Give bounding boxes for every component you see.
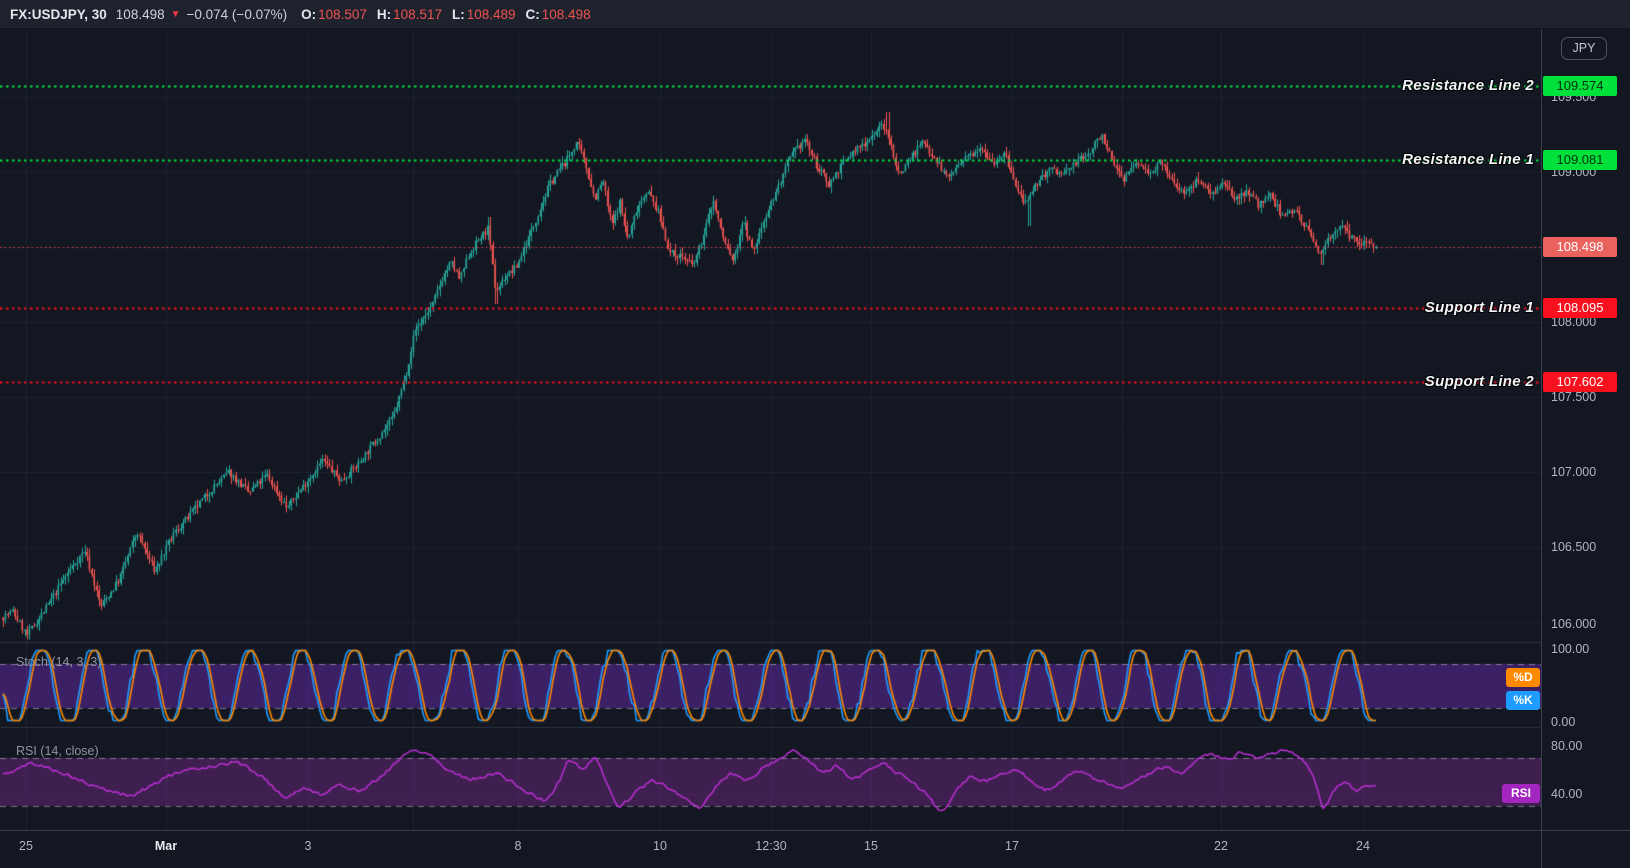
close-label: C: — [525, 6, 540, 22]
currency-unit-button[interactable]: JPY — [1561, 37, 1607, 60]
time-axis-label: 24 — [1356, 839, 1370, 853]
axis-tick: 107.000 — [1551, 465, 1597, 479]
level-price-chip[interactable]: 107.602 — [1543, 372, 1617, 392]
open-value: 108.507 — [318, 6, 367, 22]
high-label: H: — [376, 6, 392, 22]
time-axis-label: Mar — [154, 839, 178, 853]
axis-tick: 106.000 — [1551, 617, 1597, 631]
time-axis-label: 22 — [1214, 839, 1228, 853]
high-value: 108.517 — [393, 6, 442, 22]
chart-canvas[interactable] — [0, 29, 1541, 830]
axis-tick: 100.00 — [1551, 642, 1590, 656]
time-axis-border — [0, 830, 1630, 831]
level-price-chip[interactable]: 109.081 — [1543, 150, 1617, 170]
symbol-info-bar: FX:USDJPY, 30 108.498 ▼ −0.074 (−0.07%) … — [0, 0, 1630, 29]
rsi-pane-title[interactable]: RSI (14, close) — [16, 744, 99, 758]
price-change: −0.074 (−0.07%) — [186, 6, 288, 22]
level-line-label[interactable]: Resistance Line 2 — [1402, 77, 1534, 94]
time-axis-label: 15 — [864, 839, 878, 853]
low-value: 108.489 — [466, 6, 516, 22]
symbol-title[interactable]: FX:USDJPY, 30 — [10, 6, 107, 22]
rsi-chip: RSI — [1502, 784, 1540, 803]
close-value: 108.498 — [541, 6, 591, 22]
open-label: O: — [301, 6, 317, 22]
stoch-k-chip: %K — [1506, 691, 1540, 710]
low-label: L: — [451, 6, 465, 22]
down-triangle-icon: ▼ — [170, 8, 181, 20]
last-price-chip: 108.498 — [1543, 237, 1617, 257]
axis-tick: 0.00 — [1551, 715, 1576, 729]
time-axis-label: 25 — [19, 839, 33, 853]
time-axis-label: 8 — [514, 839, 522, 853]
axis-tick: 106.500 — [1551, 540, 1597, 554]
axis-tick: 108.000 — [1551, 315, 1597, 329]
axis-tick: 107.500 — [1551, 390, 1597, 404]
level-price-chip[interactable]: 108.095 — [1543, 298, 1617, 318]
stoch-d-chip: %D — [1506, 668, 1540, 687]
axis-tick: 40.00 — [1551, 787, 1583, 801]
level-line-label[interactable]: Support Line 1 — [1424, 299, 1534, 316]
level-price-chip[interactable]: 109.574 — [1543, 76, 1617, 96]
last-price: 108.498 — [115, 6, 165, 22]
time-axis-label: 10 — [653, 839, 667, 853]
level-line-label[interactable]: Support Line 2 — [1424, 373, 1534, 390]
stoch-pane-title[interactable]: Stoch (14, 3, 3) — [16, 655, 102, 669]
axis-tick: 80.00 — [1551, 739, 1583, 753]
time-axis-label: 17 — [1005, 839, 1019, 853]
price-axis-border — [1541, 29, 1542, 868]
time-axis-label: 12:30 — [755, 839, 787, 853]
level-line-label[interactable]: Resistance Line 1 — [1402, 151, 1534, 168]
time-axis-label: 3 — [304, 839, 312, 853]
